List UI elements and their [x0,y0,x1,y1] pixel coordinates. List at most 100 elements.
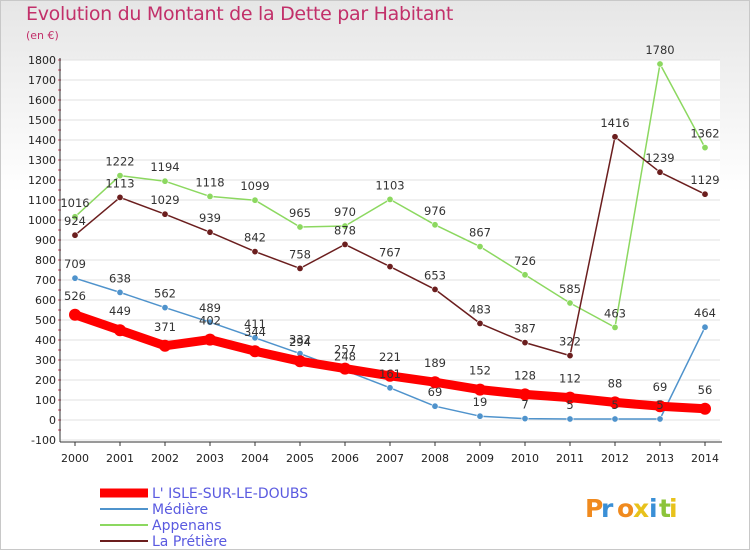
data-point [384,369,396,382]
data-label: 189 [424,356,446,370]
data-point [701,144,709,152]
y-tick-label: 900 [35,234,56,247]
x-tick-label: 2006 [331,452,359,465]
y-tick-label: 1500 [28,114,56,127]
x-tick-label: 2008 [421,452,449,465]
data-label: 1118 [195,175,224,189]
data-label: 112 [559,372,581,386]
x-tick-label: 2005 [286,452,314,465]
x-tick-label: 2013 [646,452,674,465]
data-label: 387 [514,322,536,336]
data-point [566,299,574,307]
y-tick-label: 300 [35,354,56,367]
logo-letter: r [601,494,614,523]
logo-letter: x [633,494,649,523]
data-point [519,388,531,401]
data-point [339,362,351,375]
data-label: 1780 [645,43,674,57]
data-point [564,391,576,404]
data-label: 322 [559,335,581,349]
data-label: 411 [244,317,266,331]
data-point [656,415,664,423]
data-label: 1129 [690,173,719,187]
data-label: 248 [334,349,356,363]
axes: -100 0 100 200 300 400 500 600 700 800 900 1000 1100… [28,54,722,465]
legend-label: Médière [152,502,208,518]
x-tick-label: 2011 [556,452,584,465]
x-tick-label: 2007 [376,452,404,465]
data-label: 294 [289,335,311,349]
data-label: 709 [64,257,86,271]
data-label: 1194 [150,160,179,174]
data-label: 257 [334,343,356,357]
data-label: 638 [109,271,131,285]
data-point [206,318,214,326]
data-label: 767 [379,246,401,260]
data-label: 562 [154,287,176,301]
data-point [71,231,79,239]
data-label: 1416 [600,116,629,130]
data-label: 56 [698,383,713,397]
data-label: 69 [653,380,668,394]
data-label: 19 [473,395,488,409]
data-point [206,192,214,200]
data-point [116,288,124,296]
data-label: 878 [334,223,356,237]
y-tick-label: 200 [35,374,56,387]
data-label: 526 [64,289,86,303]
data-label: 344 [244,325,266,339]
data-label: 1099 [240,179,269,193]
data-label: 5 [566,398,573,412]
data-point [159,339,171,352]
series-lines [69,60,711,423]
data-point [386,195,394,203]
data-point [341,222,349,230]
data-point [251,248,259,256]
y-tick-label: 1800 [28,54,56,67]
data-label: 69 [428,385,443,399]
y-tick-label: 1400 [28,134,56,147]
data-point [71,274,79,282]
data-label: 970 [334,205,356,219]
y-tick-label: 1100 [28,194,56,207]
data-point [206,228,214,236]
data-label: 1362 [690,127,719,141]
data-labels: 526 449 371 402 344 294 257 221 189 152 128 112 88 69… [60,43,719,412]
data-label: 7 [521,398,528,412]
data-point [161,304,169,312]
data-label: 1103 [375,178,404,192]
data-label: 402 [199,314,221,328]
data-label: 965 [289,206,311,220]
y-tick-label: 1000 [28,214,56,227]
data-point [71,213,79,221]
data-label: 1029 [150,193,179,207]
data-point [386,384,394,392]
y-tick-label: 0 [49,414,56,427]
data-point [386,263,394,271]
data-label: 5 [656,398,663,412]
logo-letter: P [585,494,603,523]
data-point [161,177,169,185]
x-tick-label: 2004 [241,452,269,465]
logo-letter: t [659,494,671,523]
chart-subtitle: (en €) [26,29,59,42]
data-point [114,324,126,337]
data-label: 152 [469,364,491,378]
data-point [431,402,439,410]
data-label: 5 [611,398,618,412]
x-tick-label: 2010 [511,452,539,465]
y-tick-label: 1600 [28,94,56,107]
y-tick-label: 1700 [28,74,56,87]
data-point [611,323,619,331]
legend-label: Appenans [152,518,222,534]
data-point [341,240,349,248]
data-point [521,415,529,423]
data-label: 726 [514,254,536,268]
data-point [656,60,664,68]
y-tick-label: 600 [35,294,56,307]
data-point [476,319,484,327]
data-label: 867 [469,226,491,240]
data-point [116,172,124,180]
